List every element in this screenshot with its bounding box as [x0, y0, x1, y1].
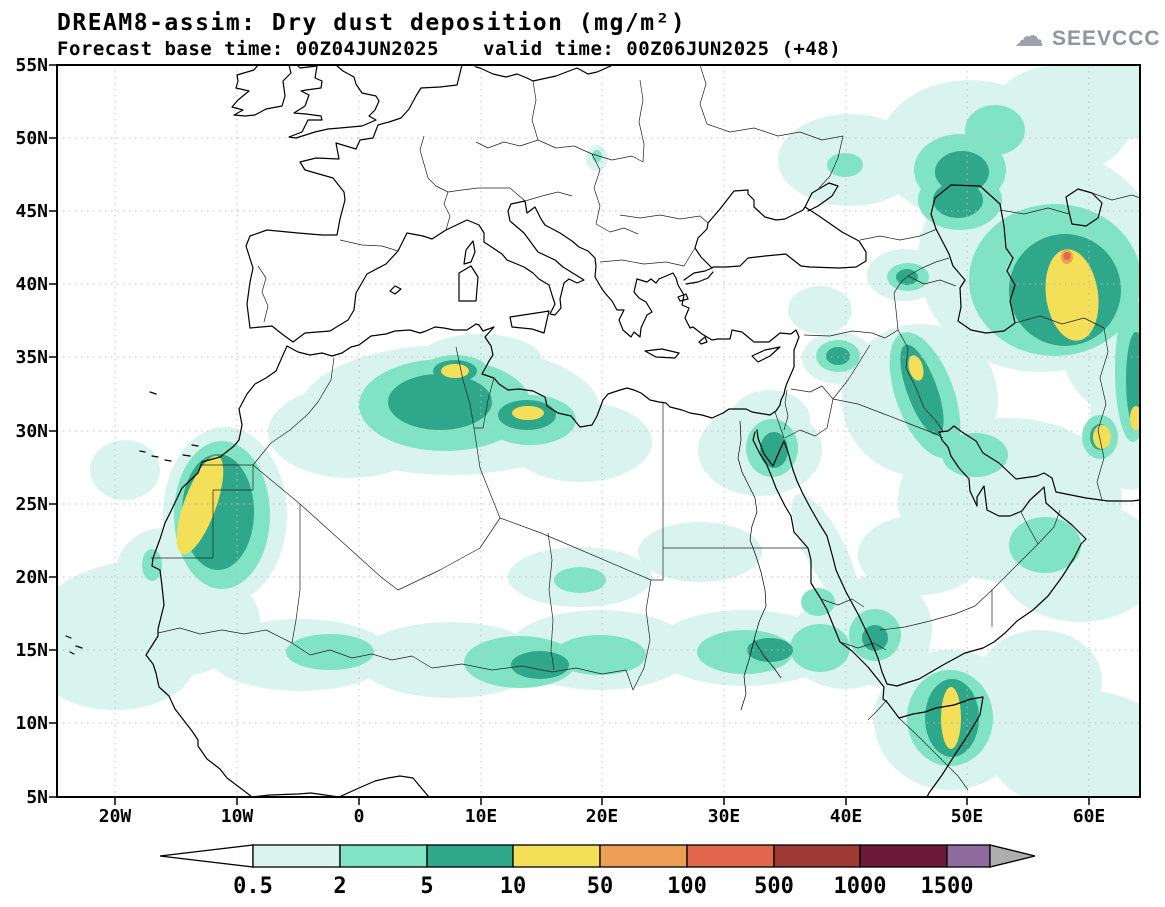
lon-tick-label: 20E	[586, 806, 619, 827]
lon-tick-label: 0	[354, 806, 365, 827]
colorbar-arrow-left	[159, 844, 254, 868]
coastlines-path	[65, 65, 1140, 797]
colorbar-segment	[859, 844, 948, 868]
lat-tick-label: 30N	[15, 421, 48, 442]
forecast-base-time: Forecast base time: 00Z04JUN2025	[57, 38, 439, 60]
colorbar-arrow-right	[989, 844, 1036, 868]
lat-tick-label: 10N	[15, 713, 48, 734]
lat-tick-label: 25N	[15, 494, 48, 515]
lat-tick-label: 35N	[15, 347, 48, 368]
gridlines	[57, 65, 1140, 797]
colorbar-label: 100	[667, 874, 707, 899]
colorbar-label: 0.5	[233, 874, 273, 899]
lon-axis: 20W 10W 0 10E 20E 30E 40E 50E 60E	[99, 806, 1106, 827]
lat-tick-label: 40N	[15, 274, 48, 295]
figure-title: DREAM8-assim: Dry dust deposition (mg/m²…	[57, 10, 686, 36]
colorbar-segment	[512, 844, 601, 868]
logo-text: SEEVCCC	[1052, 27, 1161, 50]
lon-tick-label: 40E	[830, 806, 863, 827]
colorbar-label: 2	[333, 874, 346, 899]
lat-axis: 55N 50N 45N 40N 35N 30N 25N 20N 15N 10N …	[15, 55, 48, 808]
colorbar-label: 1500	[921, 874, 974, 899]
lon-tick-label: 10W	[221, 806, 254, 827]
lat-tick-label: 5N	[26, 787, 48, 808]
cloud-icon: ☁	[1014, 19, 1044, 54]
map-plot: 55N 50N 45N 40N 35N 30N 25N 20N 15N 10N …	[15, 55, 1141, 827]
colorbar-label: 500	[754, 874, 794, 899]
lon-tick-label: 10E	[465, 806, 498, 827]
colorbar-segment	[599, 844, 688, 868]
colorbar: 0.5 2 5 10 50 100 500 1000 1500	[159, 844, 1036, 899]
colorbar-segment	[946, 844, 991, 868]
seevccc-logo: ☁ SEEVCCC	[1014, 19, 1161, 54]
valid-time: valid time: 00Z06JUN2025 (+48)	[483, 38, 841, 60]
nile-river-path	[737, 420, 782, 711]
colorbar-segment	[773, 844, 861, 868]
colorbar-segment	[686, 844, 775, 868]
lat-tick-label: 55N	[15, 55, 48, 76]
colorbar-label: 5	[420, 874, 433, 899]
country-borders-path	[151, 65, 1140, 791]
lon-tick-marks	[114, 797, 1090, 805]
colorbar-label: 10	[500, 874, 527, 899]
lon-tick-label: 20W	[99, 806, 132, 827]
colorbar-segment	[252, 844, 341, 868]
coastlines-layer	[65, 65, 1140, 797]
colorbar-label: 1000	[834, 874, 887, 899]
lon-tick-label: 60E	[1073, 806, 1106, 827]
lon-tick-label: 30E	[708, 806, 741, 827]
colorbar-segment	[339, 844, 428, 868]
lat-tick-label: 15N	[15, 640, 48, 661]
colorbar-labels: 0.5 2 5 10 50 100 500 1000 1500	[233, 874, 973, 899]
colorbar-segment	[426, 844, 514, 868]
lat-tick-label: 50N	[15, 128, 48, 149]
lon-tick-label: 50E	[951, 806, 984, 827]
lat-tick-marks	[49, 64, 57, 798]
colorbar-label: 50	[587, 874, 614, 899]
lat-tick-label: 45N	[15, 201, 48, 222]
dust-shading-layer	[57, 65, 1140, 797]
lat-tick-label: 20N	[15, 567, 48, 588]
